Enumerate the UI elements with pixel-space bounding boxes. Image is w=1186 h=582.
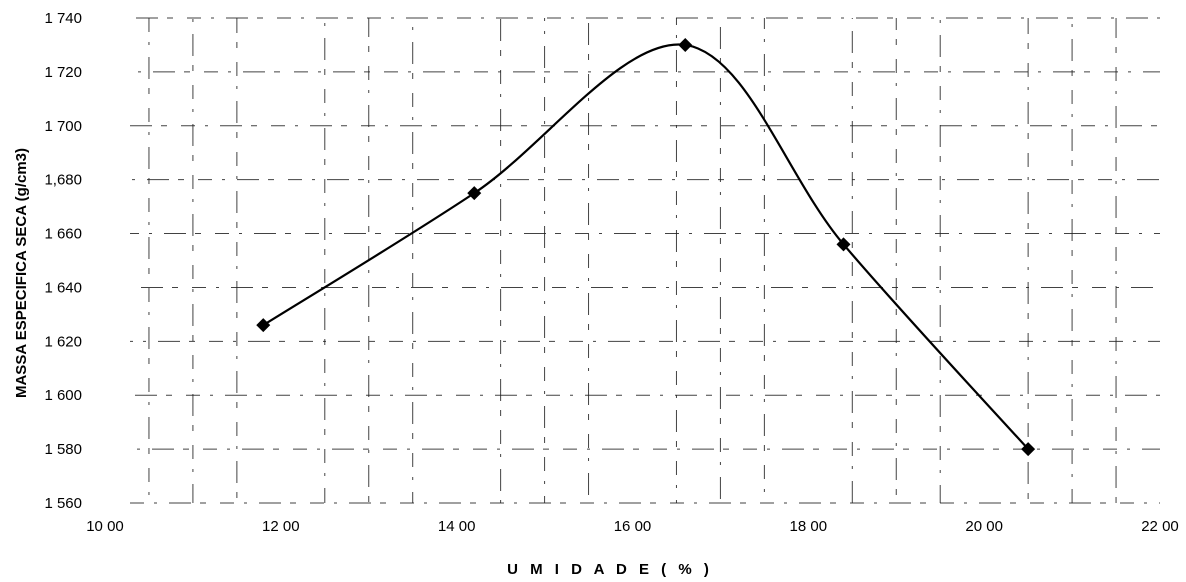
y-tick-label-5: 1 660	[44, 226, 82, 243]
y-tick-label-2: 1 600	[44, 387, 82, 404]
data-point-1	[467, 186, 482, 201]
x-tick-label-0: 10 00	[86, 518, 124, 535]
x-tick-label-3: 16 00	[614, 518, 652, 535]
y-tick-label-1: 1 580	[44, 441, 82, 458]
x-tick-label-4: 18 00	[790, 518, 828, 535]
series-layer	[256, 37, 1036, 457]
y-axis-title: MASSA ESPECIFICA SECA (g/cm3)	[13, 148, 30, 398]
x-axis-ticks: 10 00 12 00 14 00 16 00 18 00 20 00 22 00	[86, 518, 1179, 535]
y-tick-label-8: 1 720	[44, 64, 82, 81]
series-line-0	[262, 43, 1029, 450]
y-tick-label-6: 1,680	[44, 172, 82, 189]
y-axis-ticks: 1 560 1 580 1 600 1 620 1 640 1 660 1,680 1 700…	[44, 10, 82, 512]
grid	[130, 17, 1160, 504]
x-tick-label-1: 12 00	[262, 518, 300, 535]
y-tick-label-9: 1 740	[44, 10, 82, 27]
data-point-0	[256, 318, 271, 333]
y-tick-label-4: 1 640	[44, 279, 82, 296]
x-axis-title: U M I D A D E ( % )	[507, 561, 713, 578]
x-tick-label-6: 22 00	[1141, 518, 1179, 535]
y-tick-label-7: 1 700	[44, 118, 82, 135]
y-tick-label-0: 1 560	[44, 495, 82, 512]
data-point-3	[836, 237, 851, 252]
y-tick-label-3: 1 620	[44, 333, 82, 350]
data-point-2	[678, 37, 693, 52]
x-tick-label-5: 20 00	[965, 518, 1003, 535]
x-tick-label-2: 14 00	[438, 518, 476, 535]
data-point-4	[1021, 442, 1036, 457]
